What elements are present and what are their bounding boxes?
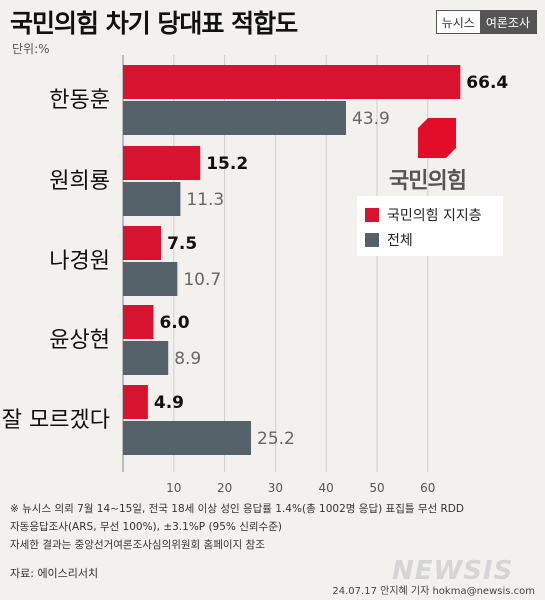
logo-right-text: 여론조사: [479, 11, 536, 33]
legend-item-supporters: 국민의힘 지지층: [365, 205, 482, 225]
note-line: 자동응답조사(ARS, 무선 100%), ±3.1%P (95% 신뢰수준): [10, 521, 282, 533]
value-label-supporters: 15.2: [206, 154, 248, 174]
x-tick-label: 10: [166, 481, 181, 495]
category-label: 윤상현: [49, 328, 110, 353]
party-name: 국민의힘: [389, 169, 467, 194]
value-label-overall: 43.9: [352, 109, 390, 129]
unit-label: 단위:%: [12, 42, 50, 56]
bar-supporters: [123, 65, 461, 99]
bar-supporters: [123, 385, 148, 419]
bar-overall: [123, 101, 347, 135]
category-label: 나경원: [49, 249, 110, 274]
legend-label-supporters: 국민의힘 지지층: [387, 208, 482, 224]
survey-notes: ※ 뉴시스 의뢰 7월 14~15일, 전국 18세 이상 성인 응답률 1.4…: [10, 500, 535, 554]
source-text: 자료: 에이스리서치: [10, 567, 99, 580]
value-label-overall: 10.7: [183, 270, 221, 290]
category-label: 원희룡: [49, 169, 110, 194]
value-label-overall: 25.2: [257, 429, 295, 449]
bar-overall: [123, 182, 181, 216]
x-tick-label: 50: [369, 481, 384, 495]
legend-label-overall: 전체: [387, 233, 413, 249]
category-label: 한동훈: [49, 88, 110, 113]
note-line: ※ 뉴시스 의뢰 7월 14~15일, 전국 18세 이상 성인 응답률 1.4…: [10, 503, 464, 515]
bar-chart: 10 20 30 40 50 60 한동훈 66.4 43.9 원희룡 15.2 11.3 나경원 7.5…: [2, 55, 508, 495]
bar-overall: [123, 421, 252, 455]
newsis-watermark: NEWSIS: [392, 556, 514, 586]
chart-legend: 국민의힘 지지층 전체: [357, 196, 503, 256]
credit-line: 24.07.17 안지혜 기자 hokma@newsis.com: [332, 586, 535, 597]
bar-overall: [123, 341, 169, 375]
legend-swatch-overall: [365, 233, 379, 247]
value-label-supporters: 6.0: [159, 313, 189, 333]
value-label-supporters: 4.9: [154, 393, 184, 413]
x-tick-label: 60: [420, 481, 435, 495]
legend-item-overall: 전체: [365, 230, 413, 250]
note-line: 자세한 결과는 중앙선거여론조사심의위원회 홈페이지 참조: [10, 539, 265, 551]
bar-overall: [123, 262, 178, 296]
logo-left-text: 뉴시스: [441, 15, 475, 30]
party-emblem-icon: [418, 118, 456, 158]
x-tick-label: 40: [319, 481, 334, 495]
value-label-overall: 8.9: [174, 349, 201, 369]
x-tick-label: 30: [268, 481, 283, 495]
x-tick-label: 20: [217, 481, 232, 495]
bar-supporters: [123, 305, 154, 339]
value-label-overall: 11.3: [186, 190, 224, 210]
category-label: 잘 모르겠다: [2, 408, 110, 433]
value-label-supporters: 7.5: [167, 234, 197, 254]
bar-supporters: [123, 146, 201, 180]
legend-swatch-supporters: [365, 208, 379, 222]
bar-supporters: [123, 226, 162, 260]
value-label-supporters: 66.4: [466, 73, 508, 93]
page-title: 국민의힘 차기 당대표 적합도: [10, 9, 298, 38]
newsis-poll-logo: 뉴시스 여론조사: [435, 10, 537, 34]
